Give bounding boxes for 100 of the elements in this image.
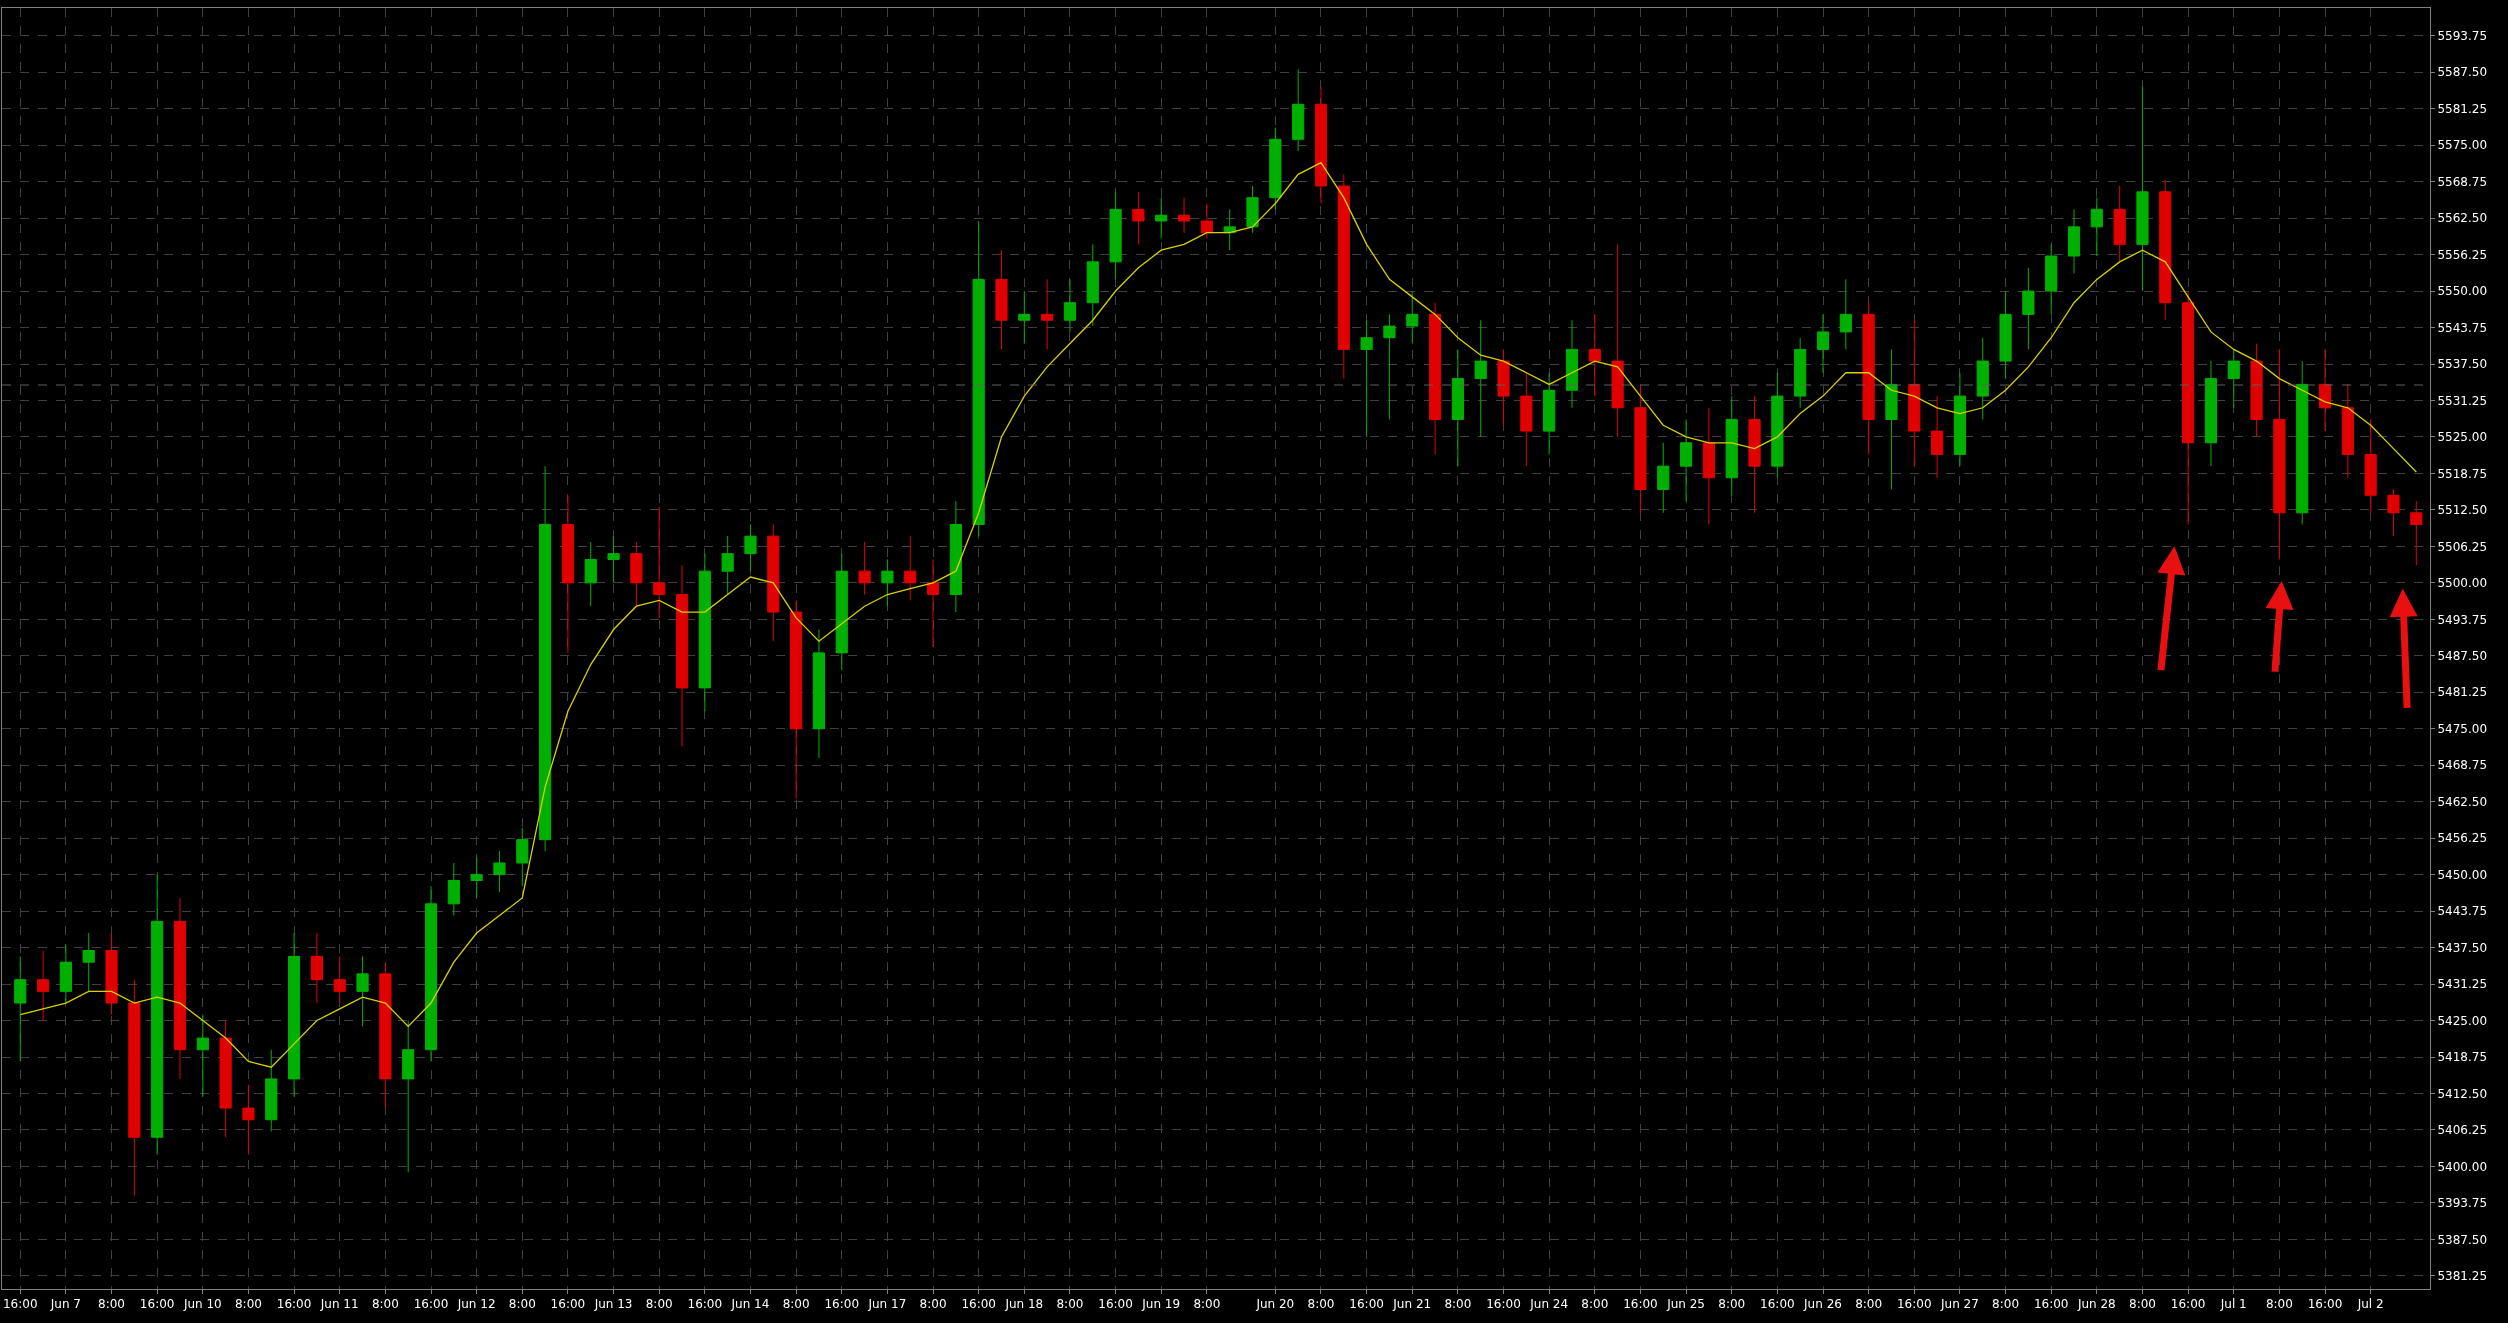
candlestick [1018, 290, 1031, 345]
candlestick [1246, 185, 1259, 234]
x-tick-label: 16:00 [2033, 1297, 2069, 1312]
candlestick [1200, 203, 1213, 240]
candlestick [82, 932, 95, 992]
candlestick [333, 955, 346, 1004]
candlestick [584, 541, 597, 607]
y-tick-label: 5450.00 [2437, 867, 2488, 882]
y-tick-label: 5531.25 [2437, 393, 2488, 408]
candlestick [470, 856, 483, 899]
x-tick-label: 8:00 [1581, 1297, 1609, 1312]
candlestick [972, 220, 985, 537]
x-tick-label: 16:00 [1623, 1297, 1658, 1312]
candlestick [2387, 488, 2400, 537]
y-tick-label: 5475.00 [2437, 721, 2488, 736]
x-tick-label: 8:00 [2128, 1297, 2156, 1312]
y-tick-label: 5437.50 [2437, 940, 2488, 955]
x-tick-label: Jun 20 [1255, 1297, 1295, 1312]
candlestick [196, 1014, 209, 1097]
candlestick [721, 535, 734, 596]
candlestick [881, 559, 894, 607]
candlestick [516, 827, 529, 887]
candlestick [493, 850, 506, 893]
candlestick [2227, 348, 2240, 409]
candlestick [1155, 197, 1168, 240]
candlestick [744, 523, 757, 572]
candlestick [1885, 348, 1898, 490]
candlestick [561, 494, 575, 654]
candlestick [1360, 319, 1373, 438]
y-tick-label: 5412.50 [2437, 1086, 2488, 1101]
y-tick-label: 5468.75 [2437, 758, 2488, 773]
x-tick-label: Jun 7 [49, 1297, 81, 1312]
candlestick [2113, 185, 2126, 263]
candlestick [151, 874, 164, 1156]
candlestick [812, 629, 826, 759]
x-tick-label: 8:00 [645, 1297, 673, 1312]
candlestick [835, 553, 848, 671]
candlestick [1132, 191, 1145, 245]
candlestick [1383, 313, 1396, 420]
x-tick-label: 16:00 [1349, 1297, 1384, 1312]
y-tick-label: 5525.00 [2437, 430, 2488, 445]
candlestick [2067, 208, 2081, 275]
line-series [19, 162, 2417, 1068]
candlestick [1794, 337, 1807, 409]
candlestick [173, 897, 187, 1080]
candlestick [265, 1049, 278, 1132]
candlestick [1999, 290, 2012, 380]
candlestick [379, 961, 392, 1109]
x-tick-label: Jun 25 [1666, 1297, 1705, 1312]
y-tick-label: 5562.50 [2437, 211, 2488, 226]
y-tick-label: 5487.50 [2437, 648, 2488, 663]
candlestick [607, 535, 620, 584]
candlestick [2182, 290, 2195, 525]
x-tick-label: 16:00 [2, 1297, 38, 1312]
candlestick [1292, 68, 1305, 152]
x-tick-label: 16:00 [1896, 1297, 1932, 1312]
candlestick [698, 553, 711, 712]
candlestick [105, 932, 118, 1016]
x-tick-label: 8:00 [2265, 1297, 2293, 1312]
x-tick-label: 16:00 [550, 1297, 586, 1312]
x-tick-label: 16:00 [687, 1297, 723, 1312]
candlestick [242, 1084, 255, 1156]
y-tick-label: 5493.75 [2437, 612, 2488, 627]
candlestick [1748, 395, 1761, 514]
y-tick-label: 5406.25 [2437, 1123, 2488, 1138]
candlestick [1816, 313, 1830, 374]
candlestick [1679, 418, 1693, 502]
y-tick-label: 5381.25 [2437, 1269, 2488, 1284]
candlestick [1451, 348, 1464, 467]
candlestick [1428, 302, 1442, 455]
x-tick-label: Jun 10 [182, 1297, 222, 1312]
x-tick-label: 8:00 [371, 1297, 399, 1312]
candlestick [1063, 278, 1077, 333]
x-tick-label: Jun 24 [1529, 1297, 1569, 1312]
x-tick-label: Jun 26 [1803, 1297, 1842, 1312]
candlestick [1406, 290, 1419, 345]
candlestick [1908, 319, 1921, 467]
candlestick [2318, 348, 2332, 432]
candlestick [310, 932, 323, 1004]
candlestick [1565, 319, 1579, 409]
candlestick [1497, 348, 1510, 426]
candlestick [1862, 302, 1875, 455]
x-tick-label: 8:00 [782, 1297, 810, 1312]
y-tick-label: 5462.50 [2437, 794, 2488, 809]
y-tick-label: 5550.00 [2437, 284, 2488, 299]
x-tick-label: 16:00 [2170, 1297, 2206, 1312]
x-tick-label: Jun 13 [593, 1297, 633, 1312]
y-tick-label: 5500.00 [2437, 576, 2488, 591]
x-tick-label: Jul 2 [2356, 1297, 2384, 1312]
candlestick [14, 955, 27, 1062]
x-tick-label: 8:00 [1855, 1297, 1883, 1312]
x-tick-label: 16:00 [961, 1297, 996, 1312]
candlestick [675, 564, 689, 747]
candlestick [1702, 407, 1715, 525]
candlestick [424, 885, 438, 1062]
candlestick [630, 541, 643, 607]
x-tick-label: 16:00 [2307, 1297, 2343, 1312]
candlestick [2022, 267, 2035, 350]
candlestick [949, 500, 962, 613]
x-tick-label: 8:00 [1193, 1297, 1221, 1312]
